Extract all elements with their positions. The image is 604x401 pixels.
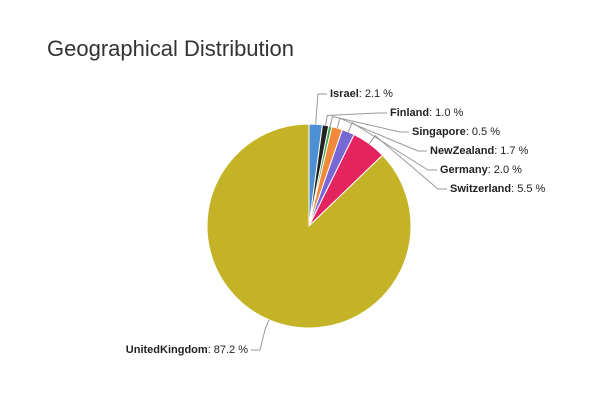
label-separator: : bbox=[494, 145, 497, 157]
label-name: Israel bbox=[330, 88, 359, 100]
label-name: Finland bbox=[390, 107, 429, 119]
label-value: 2.0 % bbox=[494, 164, 522, 176]
data-label: UnitedKingdom: 87.2 % bbox=[126, 344, 248, 356]
label-separator: : bbox=[511, 183, 514, 195]
label-value: 1.7 % bbox=[500, 145, 528, 157]
connector bbox=[315, 93, 327, 125]
data-label: Switzerland: 5.5 % bbox=[450, 183, 546, 195]
connector bbox=[325, 112, 387, 126]
data-label: Finland: 1.0 % bbox=[390, 107, 464, 119]
label-separator: : bbox=[429, 107, 432, 119]
label-name: Germany bbox=[440, 164, 489, 176]
connector bbox=[347, 121, 437, 171]
data-label: Germany: 2.0 % bbox=[440, 164, 522, 176]
label-name: Singapore bbox=[412, 126, 466, 138]
label-value: 2.1 % bbox=[365, 88, 393, 100]
data-label: NewZealand: 1.7 % bbox=[430, 145, 529, 157]
label-name: UnitedKingdom bbox=[126, 344, 208, 356]
connector bbox=[329, 115, 409, 133]
label-value: 1.0 % bbox=[435, 107, 463, 119]
connector bbox=[336, 117, 427, 152]
label-value: 87.2 % bbox=[214, 344, 248, 356]
label-value: 5.5 % bbox=[517, 183, 545, 195]
label-value: 0.5 % bbox=[472, 126, 500, 138]
label-name: NewZealand bbox=[430, 145, 494, 157]
label-separator: : bbox=[488, 164, 491, 176]
label-separator: : bbox=[466, 126, 469, 138]
chart-title: Geographical Distribution bbox=[47, 36, 294, 61]
label-separator: : bbox=[208, 344, 211, 356]
data-label: Israel: 2.1 % bbox=[330, 88, 393, 100]
connector bbox=[251, 319, 270, 351]
data-label: Singapore: 0.5 % bbox=[412, 126, 500, 138]
connector bbox=[368, 134, 447, 190]
label-name: Switzerland bbox=[450, 183, 511, 195]
pie-slice bbox=[206, 123, 412, 329]
label-separator: : bbox=[359, 88, 362, 100]
